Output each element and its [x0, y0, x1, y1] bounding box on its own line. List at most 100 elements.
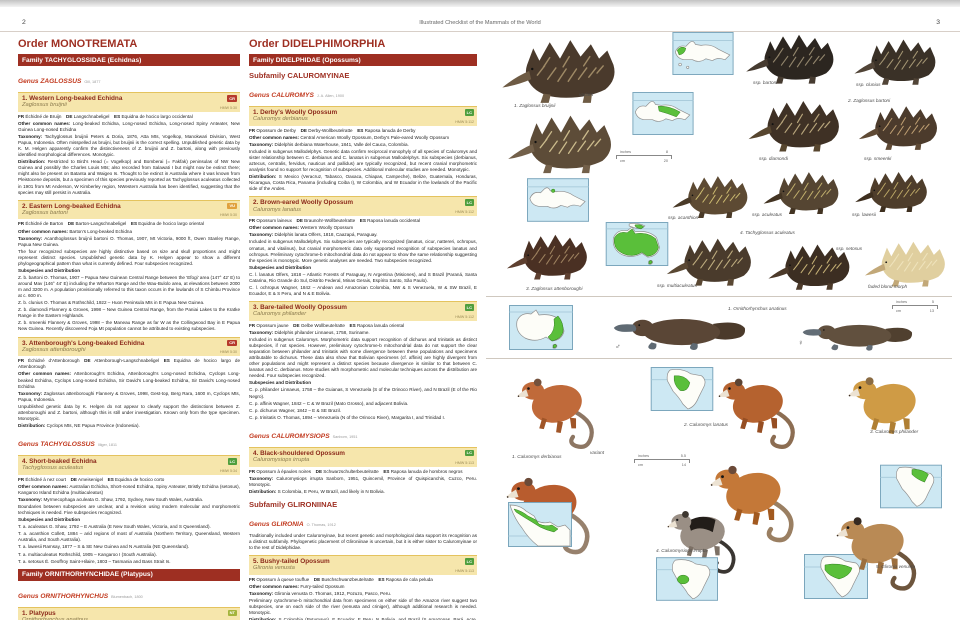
scale-unit-inches: inches — [620, 150, 631, 154]
map-caluromys-lanatus — [650, 367, 714, 411]
order-heading: Order DIDELPHIMORPHIA — [249, 38, 386, 50]
status-badge: CR — [227, 95, 237, 102]
language-code: FR — [249, 576, 256, 582]
language-code: DE — [66, 113, 73, 119]
species-header: 1. Derby's Woolly Opossum Caluromys derbi… — [249, 106, 477, 126]
language-code: DE — [70, 476, 77, 482]
language-code: FR — [249, 127, 256, 133]
illustration-bartoni-ssp-smeenki — [856, 100, 942, 154]
hmw-reference: HMW 5:34 — [220, 468, 237, 473]
subfamily-heading: Subfamily CALUROMYINAE — [249, 71, 350, 80]
species-label-lanatus: 2. Caluromys lanatus — [684, 422, 729, 427]
species-common-name: 5. Bushy-tailed Opossum — [253, 558, 330, 565]
illustration-bartoni-ssp-diamondi — [745, 96, 845, 154]
paragraph-label: Subspecies and Distribution — [18, 267, 81, 273]
genus-name: Genus TACHYGLOSSUS — [18, 441, 95, 448]
paragraph-label: Taxonomy: — [249, 475, 277, 481]
genus-name: Genus CALUROMYSIOPS — [249, 432, 330, 440]
species-common-name: 4. Black-shouldered Opossum — [253, 449, 345, 457]
language-code: DE — [313, 576, 321, 582]
paragraph-label: Distribution: — [18, 159, 48, 165]
species-paragraph: Distribution: S Colombia (Putumayo), E E… — [249, 617, 477, 620]
status-badge: VU — [227, 202, 237, 210]
paragraph-label: Taxonomy: — [249, 232, 275, 238]
species-header: 4. Short-beaked Echidna Tachyglossus acul… — [18, 455, 240, 475]
genus-authority: Sanborn, 1951 — [332, 434, 358, 439]
language-code: ES — [107, 476, 114, 482]
species-paragraph: T. a. aculeatus G. Shaw, 1792 – E Austra… — [18, 524, 211, 530]
species-header: 4. Black-shouldered Opossum Caluromysiops… — [249, 446, 477, 467]
illustration-zaglossus-attenboroughi — [504, 228, 592, 284]
species-header: 5. Bushy-tailed Opossum Glironia venusta L… — [249, 555, 477, 575]
paragraph-label: Taxonomy: — [18, 134, 45, 139]
middle-column: Order DIDELPHIMORPHIA Family DIDELPHIDAE … — [249, 38, 477, 620]
paragraph-label: Taxonomy: — [18, 390, 44, 396]
genus-authority: J. A. Allen, 1900 — [316, 94, 345, 98]
map-zaglossus-bruijnii — [672, 32, 734, 75]
species-scientific-name: Caluromys philander — [253, 311, 307, 318]
paragraph-label: Distribution: — [249, 617, 279, 620]
species-paragraph: C. l. ochropus Wagner, 1842 – Andean and… — [249, 284, 477, 296]
genus-heading: Genus ORNITHORHYNCHUS Blumenbach, 1800 — [18, 585, 240, 603]
hmw-reference: HMW 5:30 — [220, 213, 237, 218]
species-paragraph: Taxonomy: Didelphis derbiana Waterhouse,… — [249, 141, 409, 147]
status-badge: NT — [227, 609, 237, 617]
paragraph-label: Subspecies and Distribution — [249, 380, 312, 386]
species-header: 1. Western Long-beaked Echidna Zaglossus … — [18, 92, 240, 112]
illustration-caluromys-derbianus — [504, 364, 622, 456]
language-code: FR — [18, 221, 25, 227]
species-common-name: 2. Eastern Long-beaked Echidna — [22, 202, 121, 210]
header-rule — [0, 31, 960, 32]
language-code: ES — [114, 113, 121, 119]
genus-name: Genus GLIRONIA — [249, 520, 304, 528]
species-common-name: 1. Platypus — [22, 609, 56, 617]
language-code: DE — [84, 358, 91, 364]
paragraph-label: Taxonomy: — [18, 235, 45, 241]
species-paragraph: Z. b. smeenki Flannery & Groves, 1998 – … — [18, 320, 240, 332]
scale-value-cm: 14 — [681, 463, 686, 467]
language-names: FR Échidné d'Attenborough DE Attenboroug… — [18, 358, 240, 370]
species-paragraph: Subspecies and Distribution — [18, 268, 240, 274]
ssp-label-multiaculeatus: ssp. multiaculeatus — [657, 283, 697, 288]
paragraph-label: Other common names: — [18, 371, 74, 377]
species-paragraph: T. a. setosus É. Geoffroy Saint-Hilaire,… — [18, 558, 171, 564]
species-header: 3. Bare-tailed Woolly Opossum Caluromys p… — [249, 301, 477, 321]
male-symbol: ♂ — [615, 342, 621, 351]
species-paragraph: C. l. lanatus Olfers, 1818 – Atlantic Fo… — [249, 271, 477, 283]
species-paragraph: Z. b. clunius O. Thomas & Rothschild, 19… — [18, 300, 205, 306]
ssp-label-diamondi: ssp. diamondi — [759, 156, 788, 161]
species-paragraph: T. a. multiaculeatus Rothschild, 1905 – … — [18, 551, 157, 557]
species-paragraph: Other common names: Attenborough's Echid… — [18, 371, 241, 389]
paragraph-label: Taxonomy: — [249, 590, 275, 596]
illustration-caluromys-philander — [844, 362, 948, 458]
species-label-derbianus: 1. Caluromys derbianus — [512, 454, 562, 459]
hmw-reference: HMW 5:112 — [455, 119, 474, 124]
species-paragraph: C. p. affinis Wagner, 1842 – C & W Brazi… — [249, 400, 409, 406]
ssp-label-clunius: ssp. clunius — [856, 82, 881, 87]
illustration-zaglossus-bruijnii-variant — [500, 110, 622, 176]
map-zaglossus-attenboroughi — [527, 178, 589, 222]
genus-name: Genus CALUROMYS — [249, 92, 314, 99]
paragraph-label: Distribution: — [249, 488, 278, 494]
illustration-glironia-venusta — [818, 502, 950, 598]
right-page-number: 3 — [936, 19, 940, 26]
species-label-bartoni: 2. Zaglossus bartoni — [848, 98, 891, 103]
species-header: 2. Brown-eared Woolly Opossum Caluromys l… — [249, 196, 477, 217]
left-page-number: 2 — [22, 19, 26, 26]
species-common-name: 1. Western Long-beaked Echidna — [22, 95, 123, 102]
species-paragraph: The four recognized subspecies are highl… — [18, 248, 240, 266]
species-label-philander: 3. Caluromys philander — [870, 429, 919, 434]
scale-bar-platypus: inches 5 cm 13 — [892, 300, 938, 313]
family-heading: Family DIDELPHIDAE (Opossums) — [249, 54, 477, 66]
species-paragraph: Z. b. bartoni O. Thomas, 1907 – Papua Ne… — [18, 274, 240, 299]
hmw-reference: HMW 5:113 — [455, 460, 474, 465]
language-names: FR Échidné de Barton DE Barton-Langschna… — [18, 221, 209, 227]
species-paragraph: Included in subgenus Mallodelphys. Six s… — [249, 239, 477, 263]
species-paragraph: Unpublished genetic data by K. Helgen do… — [18, 403, 240, 421]
scale-value-inches: 5 — [931, 300, 934, 304]
illustration-zaglossus-bruijnii — [494, 34, 626, 106]
status-badge: LC — [464, 199, 474, 207]
species-paragraph: Other common names: Western Woolly Oposs… — [249, 225, 354, 231]
language-names: FR Opossum à épaules noires DE Schwarzsc… — [249, 468, 468, 474]
